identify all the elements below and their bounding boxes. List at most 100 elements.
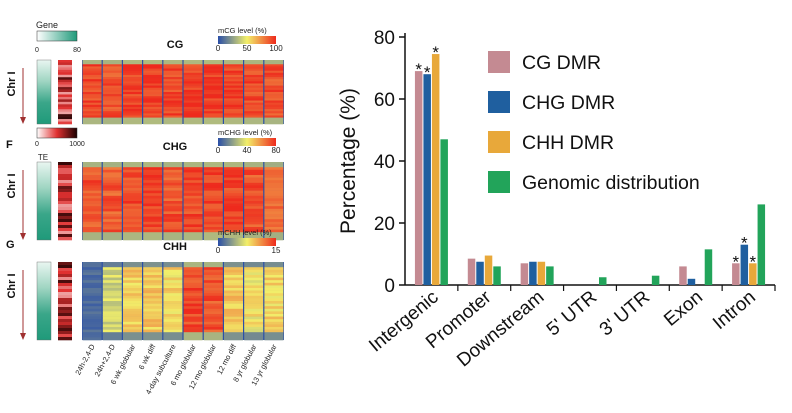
heat-cell (82, 79, 102, 82)
heat-cell (123, 169, 142, 173)
heat-cell (143, 290, 163, 294)
heat-cell (264, 193, 284, 197)
heat-cell (183, 267, 203, 271)
heat-cell (123, 64, 142, 67)
heat-cell (143, 269, 163, 273)
heat-cell (82, 293, 102, 297)
scale-tick: 100 (269, 44, 283, 53)
heat-cell (123, 180, 142, 184)
heat-cell (123, 329, 142, 333)
panel-title: CHG (163, 141, 187, 153)
heat-cell (163, 167, 183, 171)
heat-cell (82, 121, 102, 125)
heat-cell (123, 282, 142, 286)
heat-cell (224, 98, 243, 101)
heat-cell (183, 94, 203, 97)
heat-cell (163, 87, 183, 91)
heat-cell (102, 169, 122, 173)
chr-arrow-head (20, 233, 26, 240)
heat-cell (163, 224, 183, 228)
heat-cell (203, 175, 223, 178)
heat-cell (143, 221, 163, 225)
chr-label: Chr I (6, 273, 18, 298)
heat-cell (244, 83, 264, 86)
te-stripe (58, 104, 72, 108)
heat-cell (163, 303, 183, 307)
heat-cell (224, 293, 243, 297)
heat-cell (264, 311, 284, 315)
heat-cell (143, 214, 163, 217)
bar (599, 277, 607, 285)
heat-cell (203, 295, 223, 299)
heat-cell (264, 164, 284, 168)
heat-cell (224, 203, 243, 207)
heat-cell (143, 316, 163, 320)
scale-tick: 0 (216, 146, 221, 155)
heat-cell (123, 221, 142, 225)
te-stripe (58, 337, 72, 341)
heat-cell (244, 164, 264, 168)
heat-cell (203, 121, 223, 125)
heat-cell (102, 98, 122, 101)
heat-cell (244, 109, 264, 112)
heat-cell (123, 227, 142, 230)
bar (520, 263, 529, 285)
heat-cell (143, 92, 163, 95)
heat-cell (224, 85, 243, 89)
heat-cell (123, 74, 142, 78)
heat-cell (82, 94, 102, 97)
heat-cell (143, 280, 163, 284)
heat-cell (264, 221, 284, 225)
heat-cell (183, 295, 203, 299)
heat-cell (123, 295, 142, 299)
heat-cell (123, 62, 142, 65)
heat-cell (82, 190, 102, 194)
te-stripe (58, 307, 72, 311)
heat-cell (143, 332, 163, 336)
heat-cell (224, 275, 243, 278)
heat-cell (143, 115, 163, 118)
heat-cell (163, 314, 183, 317)
heat-cell (102, 290, 122, 294)
heat-cell (123, 164, 142, 168)
heat-cell (143, 77, 163, 80)
heat-cell (102, 206, 122, 210)
heat-cell (264, 229, 284, 233)
heat-cell (224, 60, 243, 63)
heat-cell (224, 87, 243, 91)
te-stripe (58, 319, 72, 323)
heat-cell (102, 193, 122, 197)
legend-label: CHG DMR (522, 92, 615, 114)
heat-cell (183, 74, 203, 78)
heat-cell (183, 214, 203, 217)
te-stripe (58, 216, 72, 220)
te-stripe (58, 204, 72, 208)
heat-cell (203, 277, 223, 281)
heat-cell (183, 301, 203, 304)
heat-cell (183, 298, 203, 302)
heat-cell (183, 106, 203, 110)
heat-cell (203, 177, 223, 181)
heat-cell (183, 275, 203, 278)
heat-cell (203, 164, 223, 168)
heat-cell (123, 214, 142, 217)
heat-cell (224, 177, 243, 181)
heat-cell (244, 269, 264, 273)
heat-cell (163, 62, 183, 65)
heat-cell (82, 109, 102, 112)
heat-cell (224, 89, 243, 93)
heat-cell (183, 198, 203, 202)
heat-cell (203, 337, 223, 341)
heat-cell (224, 321, 243, 325)
heat-cell (143, 85, 163, 89)
heat-cell (143, 303, 163, 307)
heat-cell (82, 306, 102, 310)
heat-cell (163, 85, 183, 89)
heat-cell (163, 169, 183, 173)
heat-cell (203, 62, 223, 65)
heat-cell (102, 327, 122, 330)
heat-cell (163, 109, 183, 112)
bar (484, 255, 493, 285)
x-tick-label: Intron (709, 287, 760, 334)
heat-cell (82, 66, 102, 69)
